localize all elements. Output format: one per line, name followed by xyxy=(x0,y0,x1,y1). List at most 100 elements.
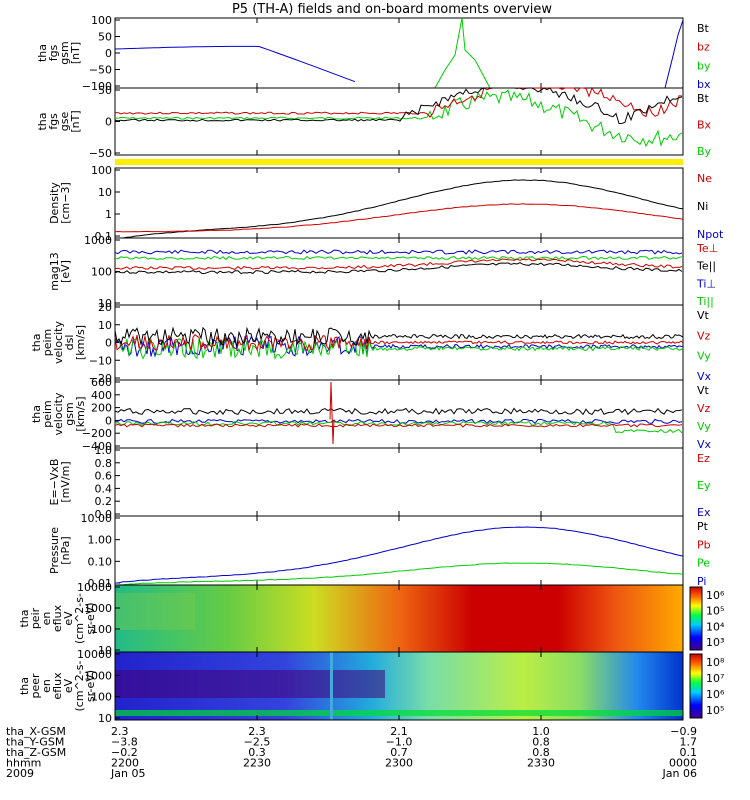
y-axis-label-line: velocity xyxy=(52,392,65,435)
trace-Te-perp xyxy=(114,258,683,270)
panel-peir: 10000 1000 100 10 thapeirenefluxeV(cm^2-s-sr… xyxy=(18,581,725,657)
legend-By: By xyxy=(697,145,712,158)
ion-spectrogram-band xyxy=(115,593,195,630)
legend-bz: bz xyxy=(697,41,710,54)
y-tick-label: 10 xyxy=(98,644,112,657)
y-axis-label-line: sr-eV) xyxy=(84,602,97,634)
footer-ephemeris: tha_X-GSM 2.3 2.3 2.1 1.0 −0.9 tha_Y-GSM −3.8 −2… xyxy=(6,725,697,780)
trace-Vx xyxy=(114,335,683,358)
y-axis-label-line: gsm xyxy=(58,41,71,64)
legend-Pe: Pe xyxy=(697,557,710,570)
y-axis-label-line: tha xyxy=(36,112,49,130)
y-tick-label: 10.00 xyxy=(81,512,113,525)
y-tick-label: 0.1 xyxy=(95,230,113,243)
y-tick-label: 0.4 xyxy=(95,482,113,495)
legend-Pi: Pi xyxy=(697,575,706,588)
footer-value: 2.3 xyxy=(248,725,266,738)
y-tick-label: 10000 xyxy=(77,648,112,661)
y-axis-label-line: tha xyxy=(18,677,31,695)
legend-Ex: Ex xyxy=(697,506,711,519)
panel-frame xyxy=(114,379,684,449)
footer-value: 2330 xyxy=(527,757,555,770)
trace-Vz xyxy=(114,334,684,352)
legend-Pb: Pb xyxy=(697,538,711,551)
panel-frame xyxy=(114,515,684,586)
y-axis-label-line: peim xyxy=(41,329,54,357)
y-axis-label-line: fgs xyxy=(47,113,60,130)
y-tick-label: 10000 xyxy=(77,581,112,594)
y-tick-label: 10 xyxy=(98,186,112,199)
y-tick-label: 0.10 xyxy=(88,555,113,568)
y-tick-label: 0 xyxy=(105,337,112,350)
colorbar-tick-label: 10⁷ xyxy=(706,672,724,685)
y-tick-label: −50 xyxy=(89,147,112,160)
legend-Bt: Bt xyxy=(697,22,710,35)
y-tick-label: 20 xyxy=(98,301,112,314)
footer-row-label: tha_X-GSM xyxy=(6,725,66,738)
trace-Vt xyxy=(114,326,684,347)
trace-Vy xyxy=(114,420,683,434)
panel-pressure: 10.00 1.00 0.10 0.01 Pressure[nPa] Pt Pb Pe Pi xyxy=(48,512,711,590)
y-tick-label: 50 xyxy=(98,31,112,44)
y-axis-label-line: [cm−3] xyxy=(59,182,72,224)
y-axis-label-line: peir xyxy=(29,607,42,629)
y-tick-label: 0.01 xyxy=(88,577,113,590)
legend-Vx: Vx xyxy=(697,370,712,383)
y-tick-label: 200 xyxy=(91,402,112,415)
plot-title: P5 (TH-A) fields and on-board moments ov… xyxy=(232,2,552,17)
footer-row-label: 2009 xyxy=(6,767,34,780)
y-axis-label-line: gse xyxy=(58,112,71,132)
y-tick-label: −50 xyxy=(89,64,112,77)
y-tick-label: 1000 xyxy=(84,669,112,682)
y-tick-label: 100 xyxy=(91,266,112,279)
legend-Vt: Vt xyxy=(697,384,710,397)
y-axis-label-line: eflux xyxy=(51,604,64,632)
y-tick-label: 0 xyxy=(105,116,112,129)
colorbar-tick-label: 10⁵ xyxy=(706,605,724,618)
legend-Ey: Ey xyxy=(697,479,711,492)
y-tick-label: −400 xyxy=(82,440,112,453)
footer-value: 2230 xyxy=(243,757,271,770)
y-axis-label-line: fgs xyxy=(47,44,60,61)
footer-value: 0.8 xyxy=(532,736,550,749)
y-tick-label: 100 xyxy=(91,691,112,704)
electron-spectrogram-core xyxy=(115,670,385,698)
y-tick-label: 10 xyxy=(98,297,112,310)
y-tick-label: 100 xyxy=(91,164,112,177)
trace-Ni xyxy=(115,179,684,239)
legend-Pt: Pt xyxy=(697,520,709,533)
panel-frame xyxy=(114,87,684,156)
y-tick-label: −100 xyxy=(82,80,112,93)
trace-spike xyxy=(329,381,335,445)
panel-density: 100 10 1 0.1 Density[cm−3] Ne Ni Npot xyxy=(48,164,724,243)
trace-Vx xyxy=(114,418,683,425)
trace-Bx xyxy=(114,86,683,118)
y-tick-label: −10 xyxy=(89,354,112,367)
y-axis-label-line: Density xyxy=(48,182,61,224)
footer-value: −1.0 xyxy=(386,736,413,749)
footer-value: −3.8 xyxy=(111,736,138,749)
legend-Ni: Ni xyxy=(697,200,708,213)
y-tick-label: 0.8 xyxy=(95,457,113,470)
y-axis-label-line: [mV/m] xyxy=(59,461,72,502)
footer-value: 0.3 xyxy=(248,746,266,759)
y-tick-label: 1.0 xyxy=(95,444,113,457)
y-axis-label-line: tha xyxy=(18,609,31,627)
footer-value: −0.9 xyxy=(670,725,697,738)
y-tick-label: 400 xyxy=(91,389,112,402)
trace-Bt xyxy=(114,87,683,125)
trace-bx xyxy=(114,45,356,83)
y-axis-label-line: (cm^2-s- xyxy=(73,593,86,644)
y-axis-label-line: tha xyxy=(30,405,43,423)
y-tick-label: 0.6 xyxy=(95,470,113,483)
y-axis-label-line: en xyxy=(40,679,53,693)
y-axis-label-line: velocity xyxy=(52,321,65,364)
legend-Vx: Vx xyxy=(697,438,712,451)
legend-by: by xyxy=(697,59,711,72)
footer-value: 1.7 xyxy=(680,736,698,749)
y-tick-label: 1 xyxy=(105,208,112,221)
y-tick-label: 1000 xyxy=(84,602,112,615)
legend-Te⊥: Te⊥ xyxy=(696,242,718,255)
